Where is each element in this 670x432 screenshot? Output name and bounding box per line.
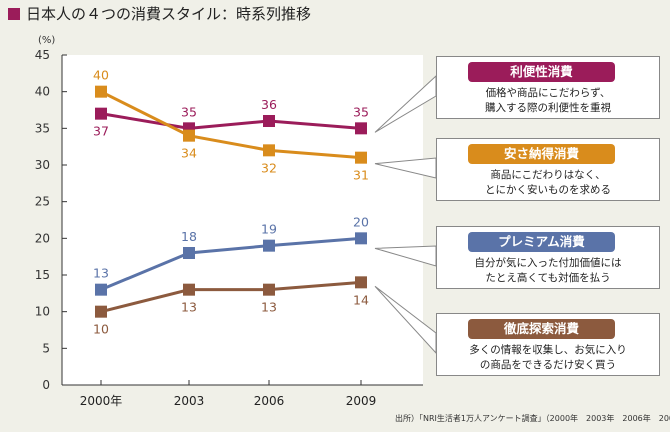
y-tick-label: 40 <box>35 85 50 99</box>
data-label: 37 <box>93 124 109 139</box>
data-point <box>263 239 275 252</box>
callout-low-price: 安さ納得消費 商品にこだわりはなく、 とにかく安いものを求める <box>436 138 660 201</box>
y-tick-label: 15 <box>35 268 50 282</box>
callout-desc-convenience: 価格や商品にこだわらず、 購入する際の利便性を重視 <box>485 87 611 114</box>
data-label: 13 <box>93 266 109 281</box>
y-tick-label: 0 <box>42 378 50 392</box>
title-marker <box>8 8 20 20</box>
y-tick-label: 45 <box>35 48 50 62</box>
data-label: 14 <box>353 292 369 307</box>
series-line <box>100 280 362 314</box>
data-point <box>95 107 107 120</box>
x-tick-label: 2003 <box>174 394 205 408</box>
data-point <box>183 129 195 142</box>
data-label: 13 <box>261 300 277 315</box>
data-label: 36 <box>261 97 277 112</box>
data-point <box>355 122 367 135</box>
data-point <box>263 144 275 157</box>
series-line <box>100 112 362 130</box>
data-point <box>95 305 107 318</box>
series-line <box>100 236 362 292</box>
callout-badge-convenience: 利便性消費 <box>468 62 615 82</box>
y-tick-label: 25 <box>35 195 50 209</box>
data-label: 18 <box>181 229 197 244</box>
callout-desc-premium: 自分が気に入った付加価値には たとえ高くても対価を払う <box>474 257 622 284</box>
data-point <box>95 85 107 98</box>
chart-title: 日本人の４つの消費スタイル：時系列推移 <box>26 5 312 23</box>
data-label: 32 <box>261 160 277 175</box>
data-label: 35 <box>353 104 369 119</box>
data-label: 40 <box>93 68 109 83</box>
y-tick-label: 20 <box>35 231 50 245</box>
data-label: 35 <box>181 104 197 119</box>
callout-desc-thorough-search: 多くの情報を収集し、お気に入り の商品をできるだけ安く買う <box>469 344 627 371</box>
callout-premium: プレミアム消費 自分が気に入った付加価値には たとえ高くても対価を払う <box>436 226 660 289</box>
callout-badge-premium: プレミアム消費 <box>468 232 615 252</box>
data-label: 20 <box>353 214 369 229</box>
data-label: 19 <box>261 222 277 237</box>
callout-badge-low-price: 安さ納得消費 <box>468 144 615 164</box>
y-tick-label: 30 <box>35 158 50 172</box>
y-tick-label: 10 <box>35 305 50 319</box>
data-label: 10 <box>93 322 109 337</box>
data-point <box>355 232 367 245</box>
data-point <box>355 276 367 289</box>
data-label: 31 <box>353 168 369 183</box>
y-tick-label: 5 <box>42 341 50 355</box>
series-line <box>100 90 362 160</box>
callout-thorough-search: 徹底探索消費 多くの情報を収集し、お気に入り の商品をできるだけ安く買う <box>436 313 660 376</box>
y-unit-label: (%) <box>38 35 55 46</box>
data-point <box>183 247 195 259</box>
data-label: 34 <box>181 146 197 161</box>
data-point <box>183 283 195 296</box>
source-note: 出所）「NRI生活者1万人アンケート調査」（2000年 2003年 2006年 … <box>395 414 670 423</box>
x-tick-label: 2006 <box>254 394 285 408</box>
data-point <box>355 151 367 164</box>
x-tick-label: 2000年 <box>80 394 123 408</box>
plot-area <box>62 55 423 385</box>
data-point <box>263 283 275 296</box>
y-tick-label: 35 <box>35 121 50 135</box>
data-point <box>95 283 107 296</box>
x-tick-label: 2009 <box>346 394 377 408</box>
callout-convenience: 利便性消費 価格や商品にこだわらず、 購入する際の利便性を重視 <box>436 56 660 119</box>
callout-desc-low-price: 商品にこだわりはなく、 とにかく安いものを求める <box>485 169 611 196</box>
data-point <box>263 115 275 127</box>
callout-badge-thorough-search: 徹底探索消費 <box>468 319 615 339</box>
data-label: 13 <box>181 300 197 315</box>
